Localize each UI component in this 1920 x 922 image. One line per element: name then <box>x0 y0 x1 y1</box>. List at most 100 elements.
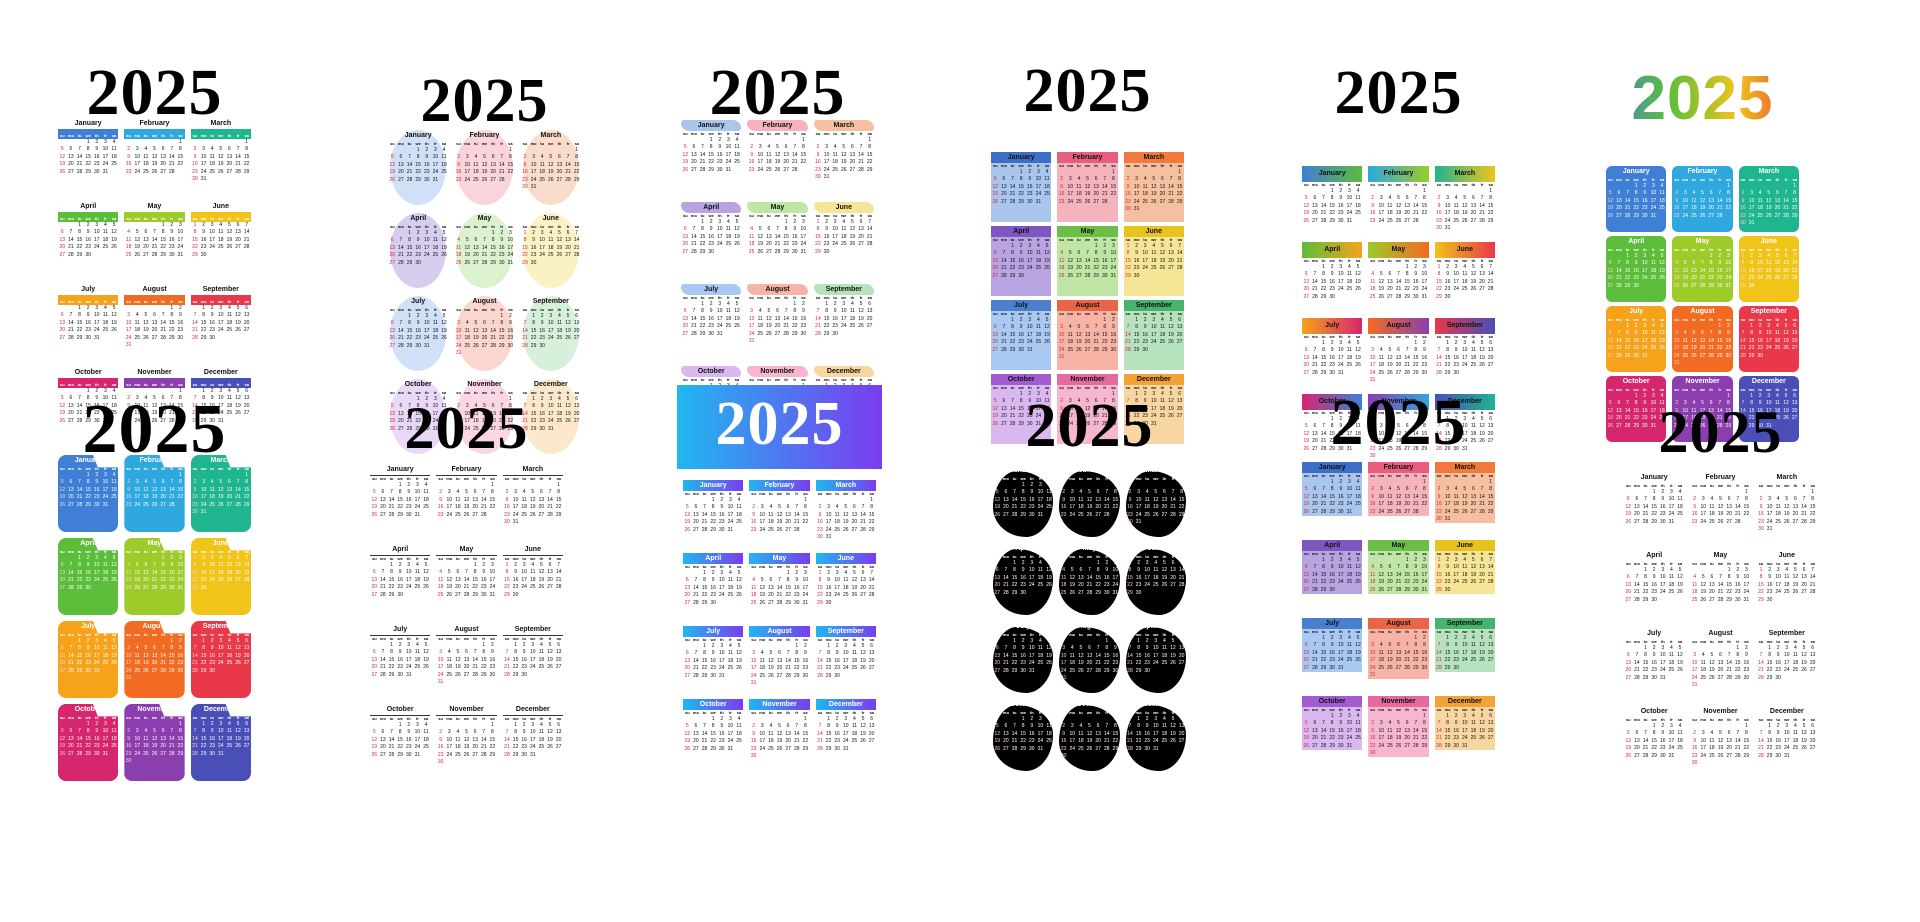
weekday-label: su <box>522 141 528 146</box>
months-grid: January su mo tu we th fr sa 1 2 3 4 5 6 7 8 9 10 11 12 13 14… <box>388 130 581 456</box>
weekday-label: mo <box>1067 237 1074 242</box>
day-number: 3 <box>718 301 722 307</box>
day-number: 5 <box>112 638 116 644</box>
day-number: 19 <box>1168 331 1174 338</box>
day-number: 29 <box>1320 293 1327 300</box>
empty-day <box>1143 482 1152 489</box>
day-number: 13 <box>490 161 496 168</box>
day-number: 5 <box>548 642 552 648</box>
day-number: 24 <box>134 501 141 508</box>
empty-day <box>1690 323 1699 330</box>
day-number: 9 <box>127 153 131 160</box>
weekday-label: tu <box>702 491 707 496</box>
day-number: 4 <box>127 562 131 569</box>
day-number: 4 <box>424 722 428 728</box>
day-number: 5 <box>1304 423 1308 430</box>
day-number: 25 <box>1673 282 1680 289</box>
day-number: 9 <box>709 308 713 315</box>
weekday-label: su <box>192 382 198 387</box>
day-number: 10 <box>423 237 430 244</box>
day-number: 28 <box>406 176 413 183</box>
day-number: 4 <box>424 482 428 488</box>
day-number: 7 <box>703 723 706 730</box>
day-number: 25 <box>759 672 766 679</box>
day-number: 24 <box>125 334 132 341</box>
day-number: 23 <box>1018 339 1024 346</box>
day-number: 19 <box>1462 210 1468 217</box>
day-number: 27 <box>243 660 250 667</box>
weekday-label: mo <box>1133 237 1140 242</box>
day-number: 12 <box>1479 423 1485 430</box>
calendar-variant: 2025 January su mo tu we th fr sa 1 2 3 4 5 6 7 8 9 10 11 12… <box>364 398 569 778</box>
day-number: 8 <box>1322 347 1325 354</box>
day-number: 18 <box>1035 331 1042 338</box>
day-number: 18 <box>1470 354 1477 361</box>
month-name: March <box>210 457 232 464</box>
empty-day <box>1152 482 1161 489</box>
empty-day <box>767 716 776 723</box>
calendar-variant: 2025 January su mo tu we th fr sa 1 2 3 4 5 6 7 8 9 10 11 12… <box>52 395 257 781</box>
day-number: 2 <box>1454 340 1458 346</box>
weekday-label: we <box>218 382 224 387</box>
day-number: 8 <box>170 645 174 652</box>
weekday-label: fr <box>1169 385 1173 390</box>
day-number: 31 <box>423 342 430 349</box>
day-number: 20 <box>684 592 691 599</box>
empty-day <box>767 570 776 577</box>
weekday-label: fr <box>793 213 797 218</box>
month-block: April su mo tu we th fr sa 1 2 3 4 5 6 7 8 9 10 11 12 13 14 15… <box>1606 236 1667 302</box>
day-number: 5 <box>1161 243 1164 249</box>
day-number: 10 <box>1346 195 1353 202</box>
weekday-label: fr <box>861 710 865 715</box>
weekday-label: fr <box>728 564 732 569</box>
day-number: 14 <box>1001 257 1007 264</box>
day-number: 14 <box>498 410 505 417</box>
day-number: 21 <box>1101 191 1108 198</box>
months-grid: January su mo tu we th fr sa 1 2 3 4 5 6 7 8 9 10 11 12 13 14… <box>58 455 251 781</box>
day-number: 18 <box>464 335 471 342</box>
day-number: 6 <box>786 504 790 511</box>
day-number: 28 <box>1412 217 1419 224</box>
day-number: 21 <box>791 159 798 166</box>
day-number: 18 <box>218 236 224 243</box>
day-number: 14 <box>406 410 413 417</box>
day-number: 3 <box>219 638 223 644</box>
day-number: 16 <box>1101 257 1108 264</box>
day-number: 1 <box>202 721 205 727</box>
weekday-label: fr <box>500 141 504 146</box>
day-number: 10 <box>512 496 519 503</box>
day-number: 19 <box>151 161 158 168</box>
day-number: 22 <box>1725 415 1732 422</box>
calendar-variant: 2025 January su mo tu we th fr sa 1 2 3 4 5 6 7 8 9 10 11 12… <box>52 60 257 440</box>
day-number: 6 <box>372 569 376 576</box>
weekday-label: tu <box>1387 334 1392 339</box>
day-number: 15 <box>1708 267 1714 274</box>
weekday-label: we <box>463 476 470 481</box>
month-block: February su mo tu we th fr sa 1 2 3 4 5 6 7 8 9 10 11 12 13 1… <box>1368 166 1429 236</box>
day-number: 31 <box>725 166 732 173</box>
weekday-label: mo <box>1311 410 1318 415</box>
weekday-label: mo <box>134 382 141 387</box>
day-number: 16 <box>718 511 725 518</box>
day-number: 12 <box>1462 202 1468 209</box>
weekday-header: su mo tu we th fr sa <box>124 466 184 472</box>
day-number: 2 <box>95 721 99 727</box>
weekday-label: sa <box>803 491 808 496</box>
day-number: 22 <box>415 418 421 425</box>
day-number: 6 <box>390 320 394 327</box>
weekday-label: mo <box>67 715 74 720</box>
day-number: 7 <box>859 144 863 151</box>
day-number: 21 <box>1009 413 1016 420</box>
day-number: 2 <box>1060 398 1064 405</box>
weekday-header: su mo tu we th fr sa <box>747 213 807 219</box>
day-number: 28 <box>573 252 580 259</box>
day-number: 2 <box>752 723 756 730</box>
day-number: 19 <box>371 744 378 751</box>
day-number: 10 <box>125 652 132 659</box>
day-number: 19 <box>1086 504 1093 511</box>
weekday-label: sa <box>556 556 561 561</box>
weekday-label: th <box>850 213 855 218</box>
day-number: 10 <box>759 730 766 737</box>
